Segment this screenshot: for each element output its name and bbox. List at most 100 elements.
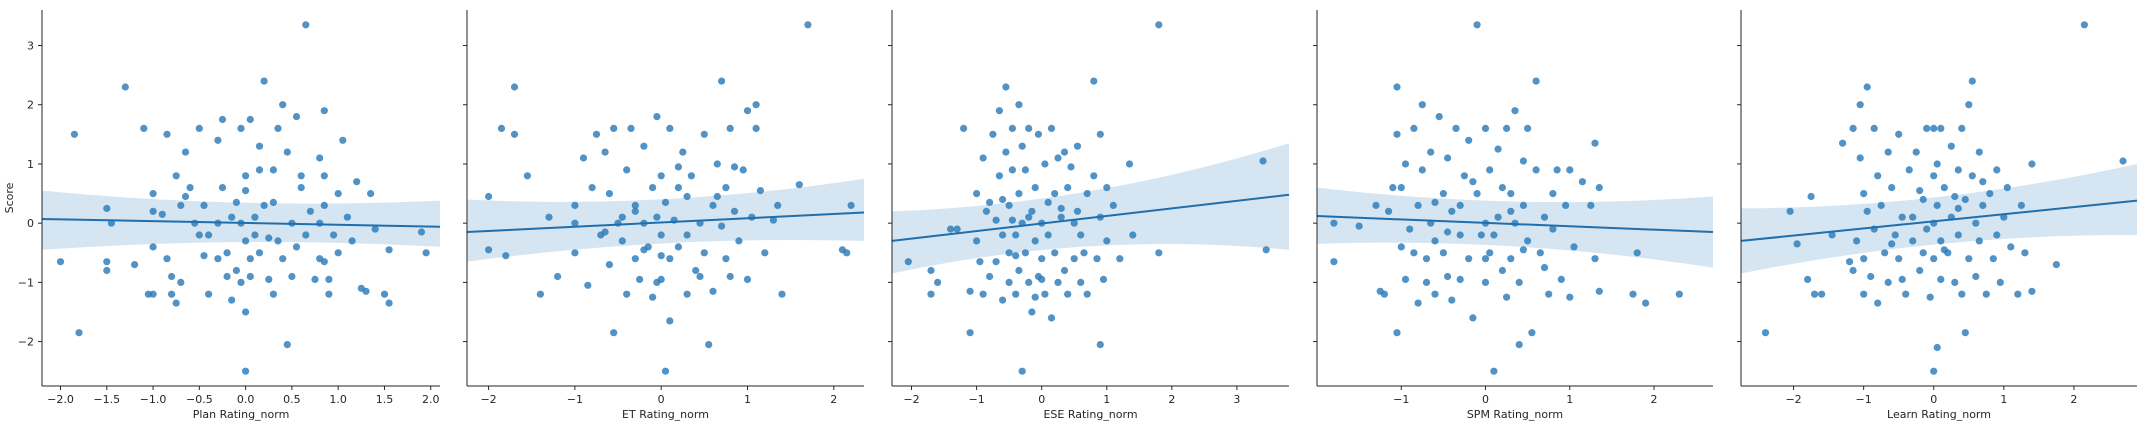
data-point [1473,21,1481,29]
data-point [1954,166,1962,174]
data-point [966,287,974,295]
x-axis-label: SPM Rating_norm [1467,408,1563,421]
data-point [1393,329,1401,337]
data-point [666,255,674,263]
data-point [661,198,670,206]
y-tick-label: 0 [27,217,34,230]
data-point [1540,213,1549,221]
data-point [56,258,65,266]
data-point [2003,184,2011,192]
x-tick-label: 2 [2070,393,2077,406]
confidence-band [1317,187,1713,268]
data-point [1979,178,1987,186]
data-point [269,166,277,174]
panels: −2 −1 0 1 2 3 −2.0 −1.5 −1.0 −0.5 0.0 0.5 1.0 1.5 2.0 P… [18,10,2138,421]
data-point [657,172,665,180]
data-point [1031,184,1039,192]
data-point [302,21,310,29]
data-point [274,237,282,245]
data-point [1545,290,1553,298]
data-point [1051,249,1059,257]
data-point [1406,225,1414,233]
data-point [302,231,310,239]
data-point [1444,272,1452,281]
data-point [237,124,245,132]
data-point [177,201,185,209]
regression-line [891,193,1290,242]
data-point [1540,264,1549,272]
data-point [325,275,333,283]
data-point [228,213,236,221]
data-point [1028,207,1036,215]
data-point [1330,258,1338,266]
data-point [1863,207,1871,215]
data-point [380,290,389,298]
data-point [1486,249,1494,257]
data-point [242,172,250,180]
data-point [325,290,333,298]
x-tick-label: −1 [968,393,984,406]
data-point [1557,275,1565,283]
data-point [1481,255,1490,263]
data-point [223,272,231,281]
data-point [334,249,342,257]
x-tick-label: 2 [1651,393,1658,406]
data-point [1498,266,1506,275]
data-point [1012,290,1020,298]
data-point [1498,184,1506,192]
data-point [292,243,301,251]
data-point [795,181,803,189]
panel-5: −2 −1 0 1 2 Learn Rating_norm [1737,10,2138,421]
data-point [666,124,674,132]
data-point [1116,255,1124,263]
data-point [683,192,691,201]
data-point [1012,231,1020,239]
x-tick-label: −1.0 [140,393,167,406]
data-point [1431,290,1439,298]
data-point [683,231,691,239]
data-point [1856,101,1864,109]
data-point [1481,124,1490,132]
data-point [1018,142,1026,150]
data-point [1469,178,1477,186]
data-point [1986,190,1994,198]
data-point [1937,237,1945,245]
data-point [283,341,291,349]
data-point [1031,293,1039,301]
data-point [1888,184,1896,192]
data-point [510,83,519,91]
data-point [1099,275,1108,283]
x-tick-label: 0 [1038,393,1045,406]
data-point [666,317,674,325]
data-point [1828,231,1836,239]
data-point [1979,201,1987,209]
data-point [1054,278,1062,286]
data-point [2080,21,2088,29]
data-point [722,255,730,263]
data-point [200,252,208,260]
data-point [334,190,342,198]
data-point [1460,172,1468,180]
data-point [999,296,1007,304]
data-point [1044,198,1052,206]
x-tick-label: 2 [1168,393,1175,406]
data-point [640,246,648,254]
data-point [1031,237,1039,245]
data-point [205,290,213,298]
data-point [1874,299,1882,307]
data-point [649,184,657,192]
data-point [979,154,987,162]
data-point [1051,190,1059,198]
data-point [172,299,180,307]
data-point [2000,213,2008,221]
x-tick-label: −1 [567,393,583,406]
data-point [1005,249,1013,257]
data-point [1038,255,1046,263]
data-point [1096,130,1104,138]
data-point [1578,178,1586,186]
data-point [1884,278,1892,286]
data-point [242,308,250,316]
x-axis-label: Learn Rating_norm [1887,408,1991,421]
data-point [657,252,665,260]
y-tick-label: −1 [18,276,34,289]
